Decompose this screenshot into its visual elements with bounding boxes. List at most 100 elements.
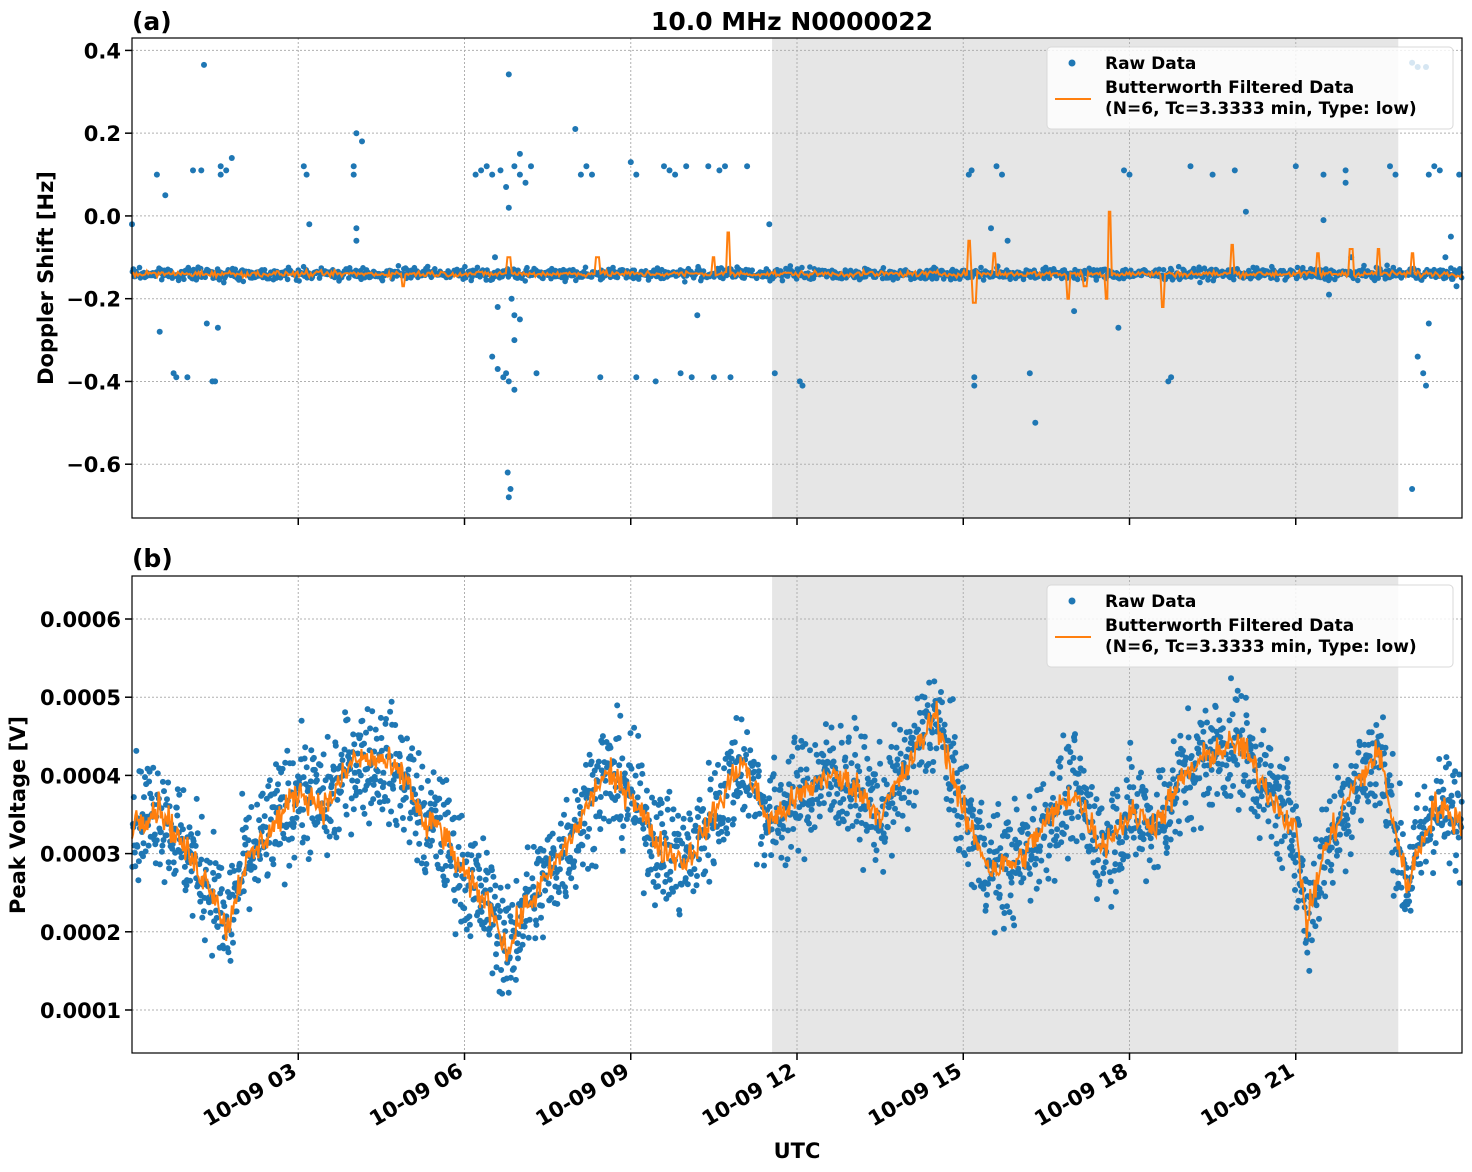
raw-point [456,882,463,889]
raw-point [837,722,844,729]
raw-point [1239,727,1246,734]
raw-point [532,935,539,942]
raw-point [259,790,266,797]
raw-point [511,386,518,393]
raw-point [194,830,201,837]
raw-point [509,901,516,908]
raw-point [378,735,385,741]
raw-point [223,167,230,174]
raw-point [1421,783,1428,790]
raw-point [716,789,723,796]
raw-point [1292,859,1299,866]
raw-point [995,883,1002,890]
raw-point [499,897,506,904]
raw-point [1011,795,1018,802]
raw-point [1279,865,1286,872]
raw-point [229,862,235,869]
raw-point [264,871,271,878]
raw-point [980,277,987,283]
raw-point [901,794,908,801]
raw-point [568,875,575,882]
raw-point [848,796,854,803]
raw-point [210,869,217,876]
raw-point [830,758,837,765]
raw-point [1026,865,1032,871]
raw-point [733,715,740,721]
raw-point [981,841,988,848]
raw-point [483,277,490,283]
raw-point [380,769,387,776]
raw-point [711,770,718,776]
raw-point [951,734,958,740]
raw-point [1234,761,1241,768]
raw-point [1085,848,1092,855]
raw-point [808,806,815,813]
raw-point [766,803,773,810]
raw-point [596,809,603,816]
raw-point [348,831,355,838]
raw-point [333,834,340,841]
panel-b-ylabel: Peak Voltage [V] [6,716,30,914]
raw-point [950,740,957,747]
raw-point [627,159,634,166]
raw-point [897,750,904,757]
raw-point [1124,794,1131,801]
raw-point [483,849,490,856]
raw-point [203,320,210,327]
raw-point [353,237,360,244]
raw-point [1287,799,1294,806]
raw-point [899,812,906,819]
raw-point [507,974,514,981]
raw-point [516,316,523,323]
raw-point [141,794,147,801]
raw-point [930,759,937,765]
raw-point [183,882,190,889]
raw-point [1375,275,1381,281]
raw-point [218,886,225,893]
raw-point [705,163,712,170]
raw-point [476,866,483,873]
raw-point [399,815,406,821]
raw-point [428,789,434,796]
raw-point [1176,830,1183,837]
raw-point [159,778,166,785]
raw-point [970,806,977,813]
raw-point [582,264,589,271]
raw-point [261,267,268,273]
raw-point [1262,752,1269,759]
raw-point [614,702,621,709]
raw-point [1177,732,1184,739]
raw-point [1128,764,1135,770]
raw-point [354,778,361,785]
raw-point [614,274,621,281]
raw-point [965,861,972,868]
raw-point [894,756,901,763]
raw-point [1188,753,1195,759]
raw-point [277,840,284,847]
panel-a-ylabel: Doppler Shift [Hz] [34,171,58,385]
raw-point [1004,237,1011,244]
raw-point [1032,861,1039,868]
raw-point [607,744,614,751]
raw-point [690,888,697,895]
raw-point [778,854,785,861]
raw-point [828,724,835,731]
raw-point [379,806,386,813]
raw-point [976,808,983,815]
raw-point [854,763,861,770]
raw-point [667,868,674,875]
raw-point [377,714,384,721]
raw-point [952,749,959,756]
raw-point [1377,732,1384,739]
raw-point [999,171,1005,178]
raw-point [874,782,881,789]
raw-point [1187,784,1194,791]
raw-point [757,841,764,847]
raw-point [840,818,847,825]
raw-point [1113,805,1120,812]
raw-point [888,852,895,859]
raw-point [153,171,160,178]
raw-point [1327,867,1334,874]
raw-point [300,774,307,781]
raw-point [968,167,975,174]
